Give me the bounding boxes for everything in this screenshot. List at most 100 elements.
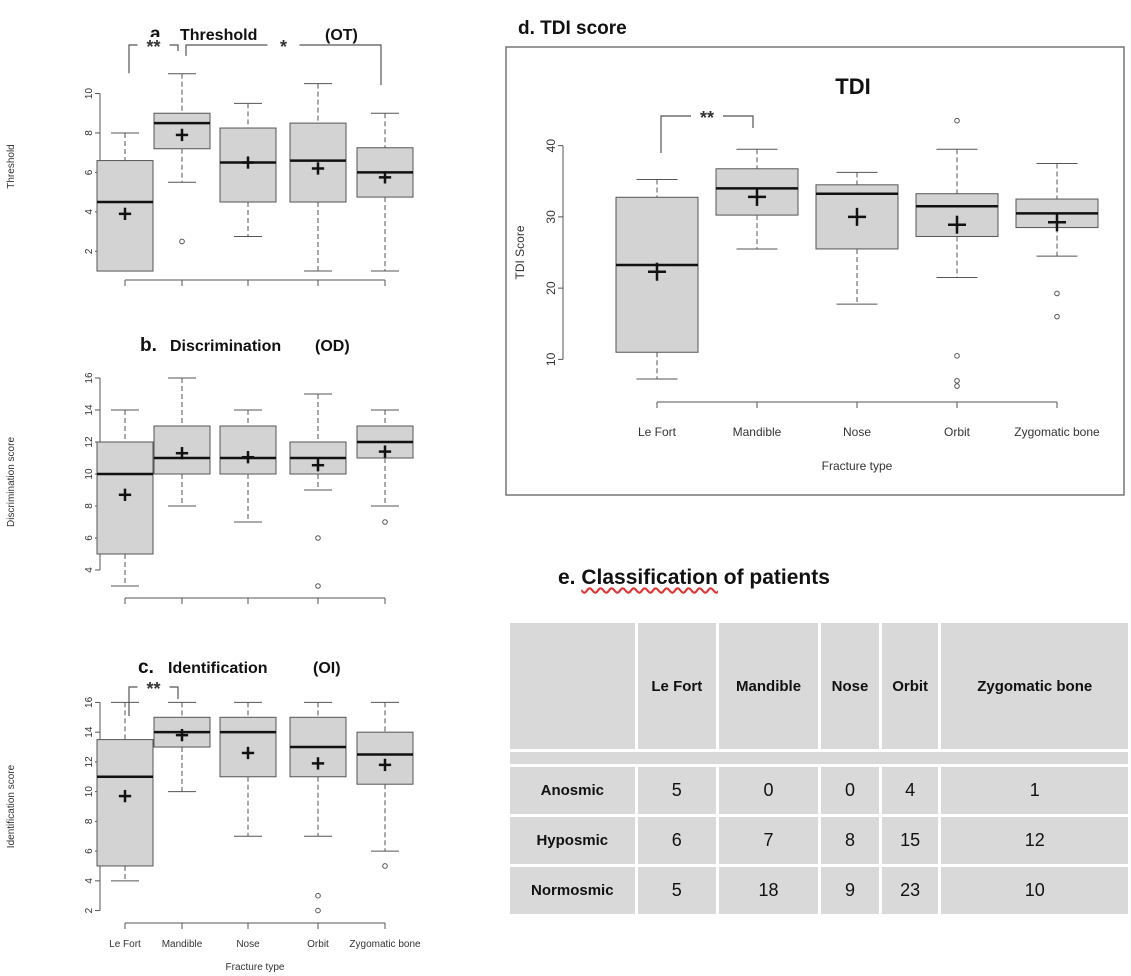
- table-row-label: Normosmic: [507, 864, 638, 917]
- identification-box-group: [289, 701, 347, 914]
- discrimination-box-group: [96, 409, 154, 587]
- classification-title: e. Classification of patients: [558, 566, 830, 590]
- table-header-nose: Nose: [818, 620, 882, 752]
- table-cell: 7: [716, 814, 822, 867]
- table-cell: 4: [878, 764, 942, 817]
- table-cell: 0: [716, 764, 822, 817]
- tdi-box-group: [915, 117, 999, 389]
- discrimination-y-tick-label: 6: [84, 535, 95, 541]
- classification-table-wrap: Le Fort Mandible Nose Orbit Zygomatic bo…: [507, 620, 1131, 917]
- bracket-label-bg: [691, 108, 723, 122]
- tdi-chart: d. TDI score TDI 10 20 30 40 TDI Score Le Fort M…: [513, 18, 1100, 473]
- identification-box-group: [219, 701, 277, 837]
- outlier-point: [315, 583, 321, 589]
- identification-y-tick-label: 10: [84, 786, 95, 798]
- discrimination-box-group: [289, 393, 347, 589]
- tdi-significance-bracket: **: [660, 108, 754, 154]
- box-iqr: [219, 425, 277, 475]
- table-header-corner: [507, 620, 638, 752]
- identification-box-group: [356, 701, 414, 869]
- identification-chart: c. Identification (OI) 2 4 6 8 10 12 14 16 Identifi…: [6, 657, 421, 973]
- tdi-y-tick-label: 20: [544, 281, 558, 295]
- outlier-point: [315, 907, 321, 914]
- identification-y-tick-label: 8: [84, 818, 95, 824]
- tdi-x-tick-label: Le Fort: [638, 425, 677, 439]
- table-cell: 9: [818, 864, 882, 917]
- identification-y-tick-label: 14: [84, 726, 95, 738]
- table-cell: 8: [818, 814, 882, 867]
- identification-x-axis-label: Fracture type: [226, 962, 285, 973]
- table-header-zygomatic-bone: Zygomatic bone: [938, 620, 1131, 752]
- discrimination-y-tick-label: 16: [84, 372, 95, 384]
- table-spacer-row: [507, 749, 1131, 767]
- significance-label: *: [280, 37, 287, 57]
- table-spacer-cell: [507, 749, 1131, 767]
- identification-y-tick-label: 4: [84, 878, 95, 884]
- discrimination-chart: b. Discrimination (OD) 4 6 8 10 12 14 16 Discrimin…: [6, 335, 414, 604]
- table-cell: 5: [634, 864, 720, 917]
- classification-title-lead: Classification: [581, 566, 718, 589]
- threshold-y-tick-label: 8: [84, 130, 95, 136]
- table-header-row: Le Fort Mandible Nose Orbit Zygomatic bo…: [507, 620, 1131, 752]
- discrimination-y-axis-label: Discrimination score: [6, 437, 17, 527]
- outlier-point: [954, 117, 960, 124]
- discrimination-title-code: (OD): [315, 338, 350, 355]
- outlier-point: [954, 377, 960, 384]
- identification-panel-letter: c.: [138, 657, 154, 678]
- tdi-x-tick-label: Orbit: [944, 425, 971, 439]
- table-cell: 10: [938, 864, 1131, 917]
- table-cell: 18: [716, 864, 822, 917]
- tdi-y-axis-label: TDI Score: [513, 225, 527, 279]
- identification-title-code: (OI): [313, 660, 341, 677]
- identification-y-axis-label: Identification score: [6, 764, 17, 848]
- table-cell: 5: [634, 764, 720, 817]
- outlier-point: [1054, 290, 1060, 297]
- threshold-box-group: [96, 132, 154, 272]
- tdi-y-tick-label: 30: [544, 210, 558, 224]
- table-cell: 0: [818, 764, 882, 817]
- table-cell: 1: [938, 764, 1131, 817]
- identification-x-tick-label: Nose: [236, 939, 260, 950]
- discrimination-y-tick-label: 4: [84, 567, 95, 573]
- identification-y-tick-label: 16: [84, 696, 95, 708]
- discrimination-panel-letter: b.: [140, 335, 157, 356]
- identification-significance-bracket: **: [128, 679, 179, 716]
- identification-y-tick-label: 2: [84, 907, 95, 913]
- discrimination-box-group: [356, 409, 414, 525]
- classification-panel-letter: e.: [558, 566, 576, 589]
- tdi-panel-frame: [505, 46, 1125, 496]
- table-cell: 12: [938, 814, 1131, 867]
- box-iqr: [96, 739, 154, 867]
- threshold-y-tick-label: 10: [84, 88, 95, 100]
- table-cell: 23: [878, 864, 942, 917]
- threshold-significance-bracket: **: [128, 37, 179, 74]
- identification-x-tick-label: Zygomatic bone: [349, 939, 421, 950]
- tdi-x-tick-label: Mandible: [733, 425, 782, 439]
- outlier-point: [382, 519, 388, 525]
- identification-box-group: [96, 701, 154, 882]
- tdi-box-group: [715, 148, 799, 250]
- tdi-x-tick-label: Nose: [843, 425, 871, 439]
- outlier-point: [315, 535, 321, 541]
- table-header-mandible: Mandible: [716, 620, 822, 752]
- outlier-point: [954, 383, 960, 389]
- threshold-significance-bracket: *: [185, 37, 382, 85]
- outlier-point: [1054, 313, 1060, 320]
- tdi-box-group: [815, 171, 899, 305]
- outlier-point: [315, 892, 321, 899]
- discrimination-y-tick-label: 14: [84, 404, 95, 416]
- table-cell: 6: [634, 814, 720, 867]
- significance-label: **: [700, 108, 714, 128]
- table-row: Anosmic 5 0 0 4 1: [507, 764, 1131, 817]
- bracket-label-bg: [267, 37, 300, 51]
- threshold-box-group: [219, 102, 277, 238]
- threshold-title-code: (OT): [325, 27, 358, 44]
- identification-x-tick-label: Mandible: [162, 939, 203, 950]
- identification-box-group: [153, 701, 211, 793]
- table-header-orbit: Orbit: [878, 620, 942, 752]
- bracket-label-bg: [137, 37, 170, 51]
- outlier-point: [179, 238, 185, 245]
- threshold-y-tick-label: 2: [84, 248, 95, 254]
- threshold-y-tick-label: 4: [84, 209, 95, 215]
- discrimination-title: Discrimination: [170, 338, 281, 355]
